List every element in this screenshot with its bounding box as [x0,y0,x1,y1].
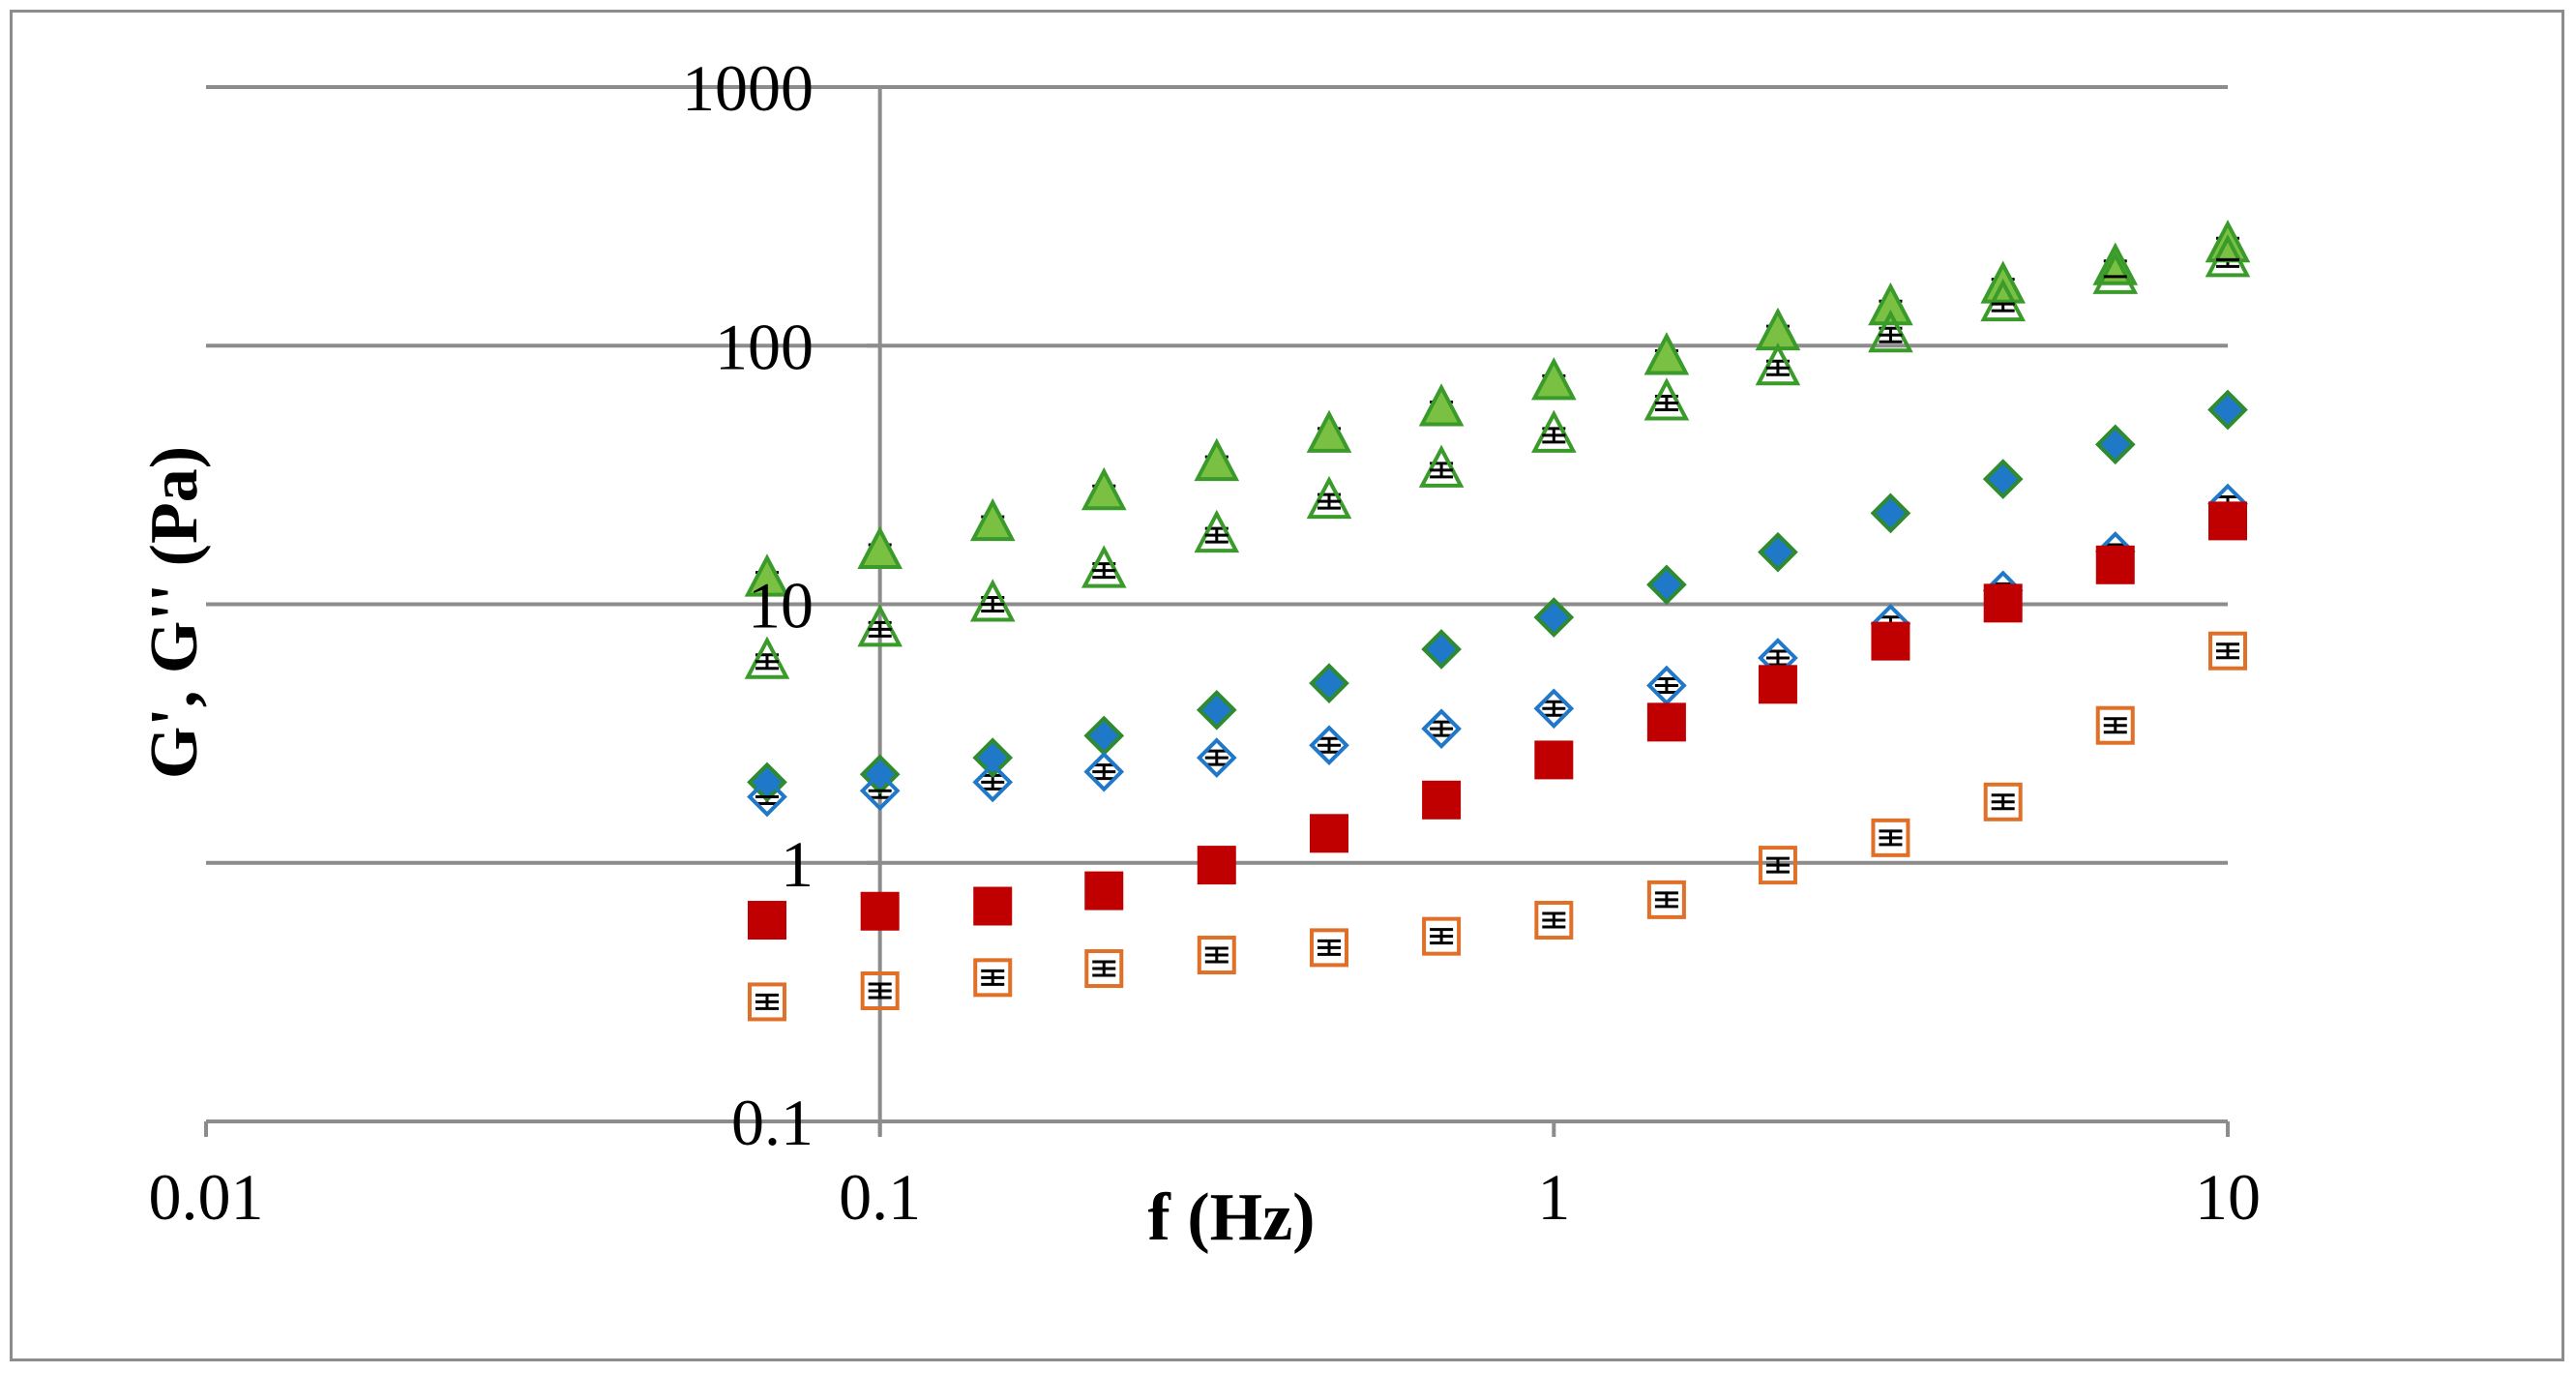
x-tick-label: 10 [2195,1160,2261,1234]
marker-g-blue [1196,737,1237,778]
marker-g-red [1534,740,1574,780]
y-tick-label: 10 [748,569,814,642]
marker-g-green [1081,545,1127,588]
marker-g-green [969,579,1016,622]
marker-g-red [973,886,1013,926]
marker-g-green [1755,342,1801,386]
marker-g-red [1084,871,1124,910]
y-tick-label: 0.1 [731,1086,814,1159]
marker-g-red [1646,880,1686,919]
marker-g-red [2208,631,2247,671]
marker-g-green [857,525,903,569]
marker-g-red [1422,916,1462,956]
marker-g-green [1643,332,1690,375]
marker-g-blue [1982,459,2024,499]
marker-g-blue [972,761,1014,803]
marker-g-green [1194,509,1240,553]
marker-g-blue [1533,597,1575,638]
x-tick-label: 0.1 [839,1160,921,1234]
y-tick-label: 100 [715,310,814,383]
marker-g-blue [747,761,787,803]
marker-g-blue [1421,708,1462,750]
marker-g-blue [2094,424,2136,465]
marker-g-green [1081,466,1127,511]
x-tick-label: 0.01 [149,1160,264,1234]
marker-g-blue [1309,725,1349,766]
marker-g-green [744,636,790,679]
marker-g-blue [1646,564,1687,606]
marker-g-blue [1870,492,1911,534]
plot-area: 0.01 0.1 1 10 0.1 1 10 100 1000 f (Hz) G', G'' (… [137,51,2261,1255]
marker-g-green [744,553,790,597]
x-axis-title: f (Hz) [1148,1180,1316,1255]
marker-g-green [1418,444,1465,488]
marker-g-green [1531,409,1577,453]
marker-g-red [2095,545,2135,584]
marker-g-red [1758,665,1797,704]
marker-g-green [2092,251,2139,294]
marker-g-red [2095,705,2135,745]
marker-g-red [1534,901,1574,940]
marker-g-green [1306,409,1352,453]
marker-g-blue [747,776,787,818]
marker-g-green [1868,309,1913,353]
marker-g-green [2205,234,2251,278]
marker-g-red [1310,814,1349,853]
marker-g-red [1983,583,2023,623]
marker-g-red [1758,846,1797,885]
marker-g-red [1871,621,1910,661]
marker-g-red [747,901,786,940]
marker-g-blue [2207,389,2248,431]
marker-g-red [973,958,1013,998]
marker-g-green [1980,278,2026,322]
y-axis-title: G', G'' (Pa) [137,446,212,779]
marker-g-red [1084,949,1124,989]
marker-g-red [1983,782,2023,821]
y-tick-label: 1000 [682,51,814,125]
marker-g-red [1197,846,1236,885]
marker-g-red [860,970,900,1010]
marker-g-blue [1421,629,1462,670]
marker-g-blue [1533,688,1575,730]
marker-g-blue [1083,715,1125,757]
marker-g-red [747,982,786,1022]
marker-g-blue [1758,531,1798,573]
marker-g-green [1643,377,1690,421]
marker-g-green [969,497,1016,542]
marker-g-blue [1309,663,1349,703]
marker-g-green [1418,383,1465,427]
marker-g-blue [1083,751,1125,792]
marker-g-red [860,891,900,931]
marker-g-blue [859,770,901,812]
marker-g-red [2208,501,2247,541]
marker-g-red [1197,936,1236,975]
marker-g-green [1194,437,1240,482]
marker-g-green [857,604,903,647]
x-tick-label: 1 [1537,1160,1570,1234]
marker-g-red [1422,780,1462,820]
chart-frame: 0.01 0.1 1 10 0.1 1 10 100 1000 f (Hz) G', G'' (… [10,10,2564,1361]
marker-g-red [1310,928,1349,968]
marker-g-green [1868,282,1913,326]
marker-g-green [1531,357,1577,401]
marker-g-green [1306,475,1352,520]
marker-g-blue [1196,689,1237,731]
y-tick-label: 1 [781,827,814,901]
marker-g-red [1871,818,1910,857]
marker-g-blue [972,737,1014,778]
marker-g-red [1646,702,1686,742]
